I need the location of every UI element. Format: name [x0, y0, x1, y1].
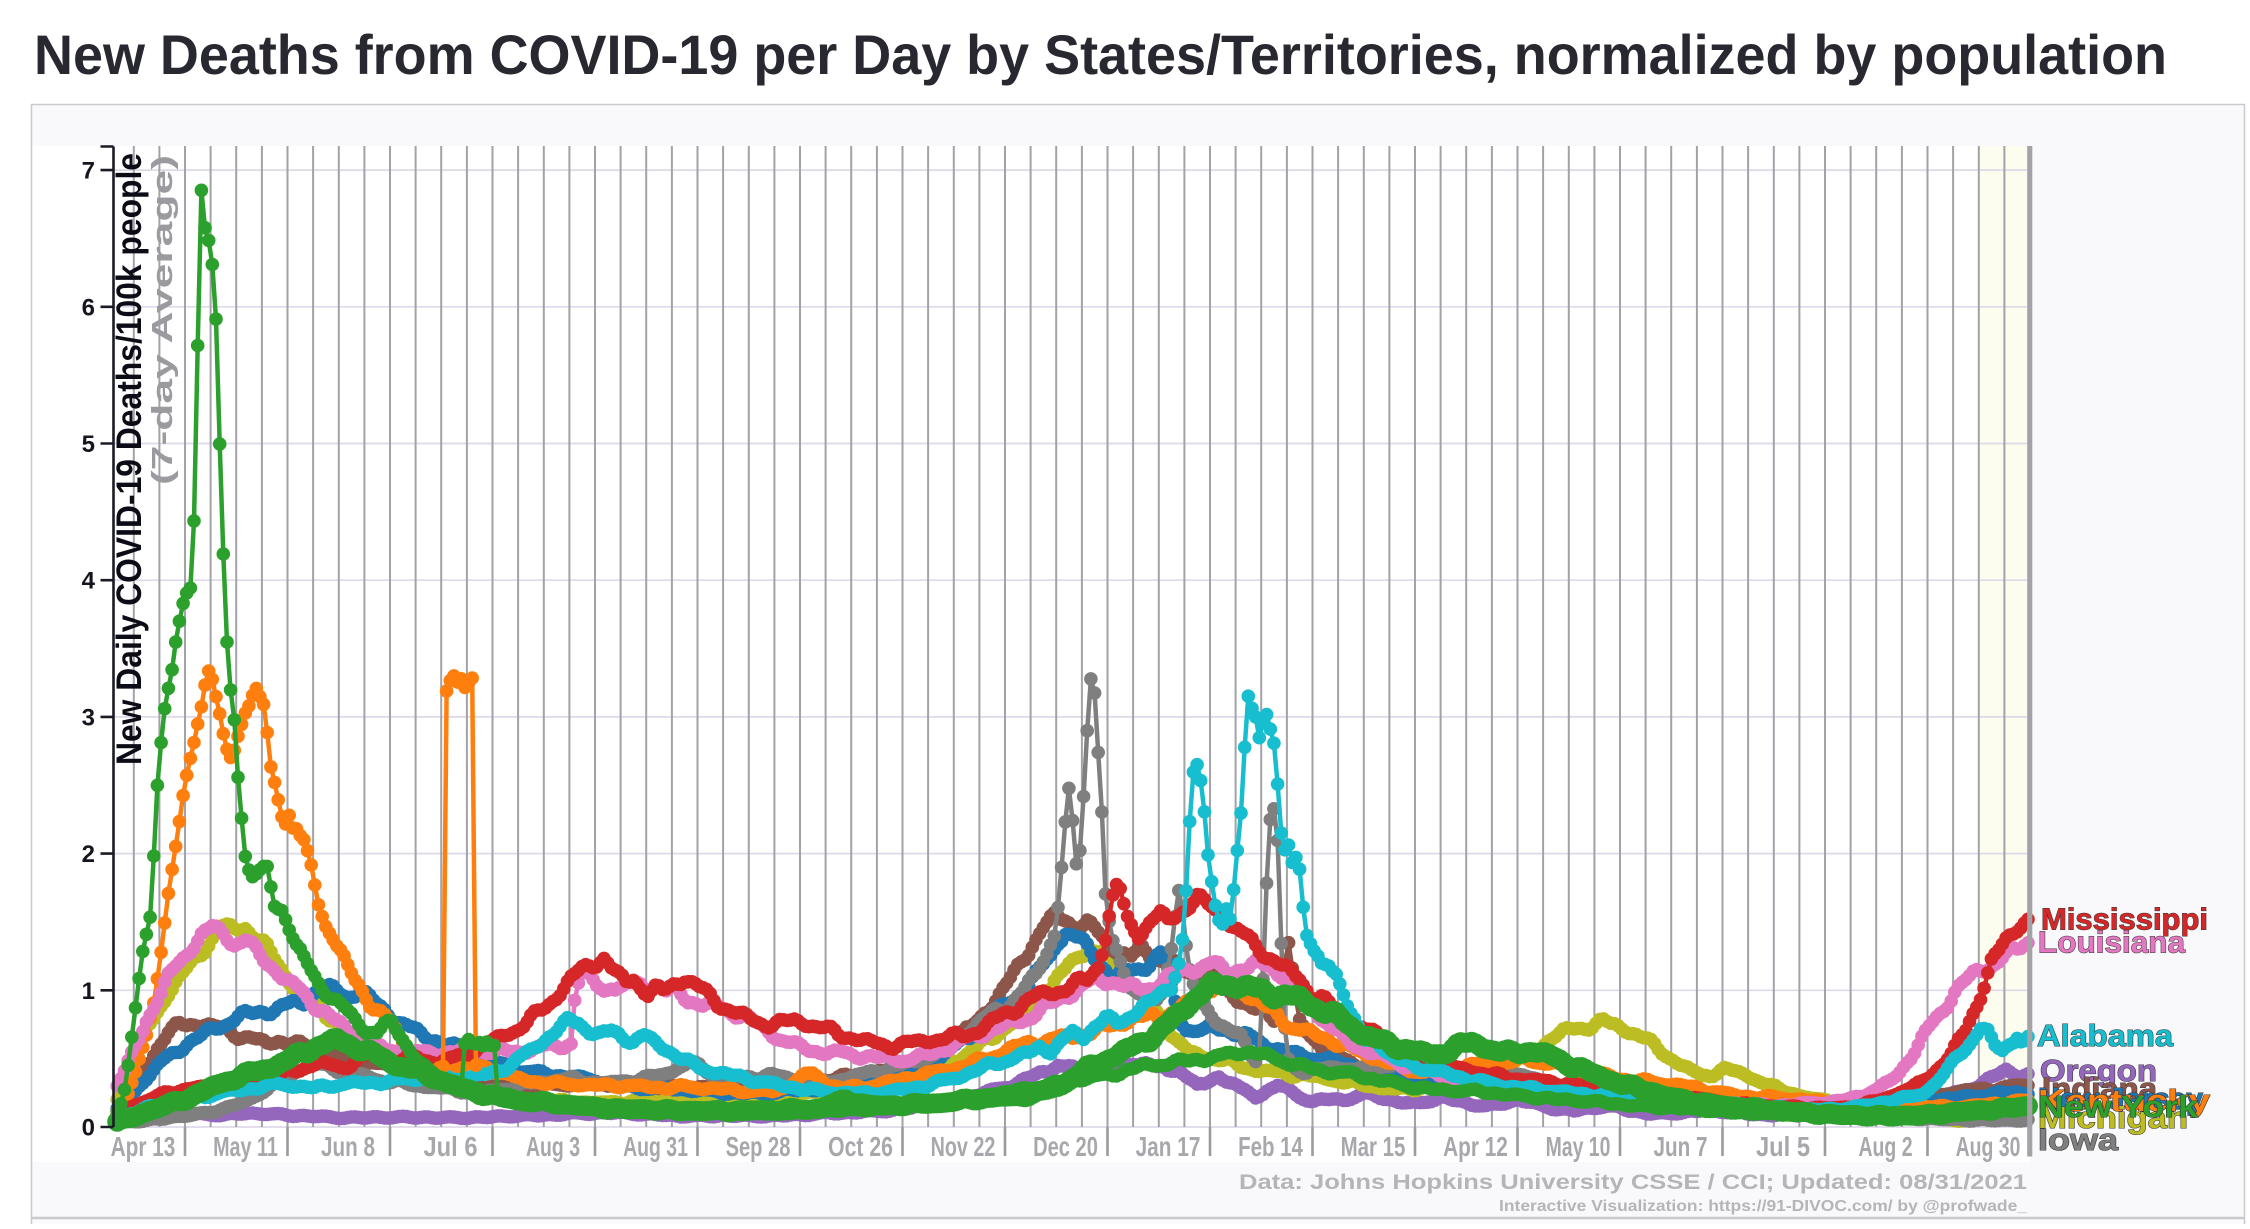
svg-text:Jun 8: Jun 8 [321, 1131, 375, 1162]
svg-text:Oregon: Oregon [2040, 1053, 2157, 1088]
svg-text:Alabama: Alabama [2037, 1018, 2174, 1053]
svg-text:New York: New York [2038, 1089, 2199, 1124]
svg-text:Data: Johns Hopkins University: Data: Johns Hopkins University CSSE / CC… [1239, 1170, 2027, 1194]
svg-text:Sep 28: Sep 28 [726, 1131, 791, 1162]
svg-text:Michigan: Michigan [2038, 1100, 2188, 1135]
svg-text:Jan 17: Jan 17 [1136, 1131, 1201, 1162]
svg-text:Jun 7: Jun 7 [1654, 1131, 1708, 1162]
svg-text:7: 7 [82, 158, 95, 185]
svg-text:Feb 14: Feb 14 [1238, 1131, 1303, 1162]
svg-text:May 11: May 11 [213, 1131, 278, 1162]
svg-text:6: 6 [82, 294, 95, 321]
svg-text:Aug 3: Aug 3 [526, 1131, 580, 1162]
svg-text:5: 5 [82, 431, 95, 458]
svg-text:(7-day Average): (7-day Average) [147, 155, 179, 485]
svg-text:New Deaths from COVID-19 per D: New Deaths from COVID-19 per Day by Stat… [34, 23, 2167, 86]
svg-text:2: 2 [82, 841, 95, 868]
svg-text:May 10: May 10 [1546, 1131, 1611, 1162]
svg-text:Indiana: Indiana [2042, 1071, 2158, 1106]
svg-text:Aug 2: Aug 2 [1859, 1131, 1913, 1162]
svg-text:Dec 20: Dec 20 [1033, 1131, 1098, 1162]
svg-text:Aug 31: Aug 31 [623, 1131, 688, 1162]
svg-text:Jul 6: Jul 6 [424, 1131, 478, 1162]
svg-text:1: 1 [82, 978, 95, 1005]
svg-text:Mississippi: Mississippi [2041, 902, 2208, 937]
svg-text:Oct 26: Oct 26 [828, 1131, 893, 1162]
svg-text:Nov 22: Nov 22 [931, 1131, 996, 1162]
svg-text:Kentucky: Kentucky [2038, 1083, 2211, 1118]
svg-text:Jul 5: Jul 5 [1756, 1131, 1810, 1162]
svg-text:Iowa: Iowa [2038, 1122, 2119, 1157]
svg-text:New Jersey: New Jersey [2038, 1081, 2204, 1116]
svg-text:Aug 30: Aug 30 [1956, 1131, 2021, 1162]
svg-text:Apr 12: Apr 12 [1443, 1131, 1508, 1162]
svg-text:Apr 13: Apr 13 [111, 1131, 176, 1162]
svg-text:Louisiana: Louisiana [2038, 925, 2186, 960]
svg-text:4: 4 [82, 568, 96, 595]
svg-text:New Daily COVID-19 Deaths/100k: New Daily COVID-19 Deaths/100k people [110, 153, 149, 765]
svg-text:Mar 15: Mar 15 [1341, 1131, 1406, 1162]
svg-text:3: 3 [82, 704, 95, 731]
svg-text:Interactive Visualization: htt: Interactive Visualization: https://91-DI… [1499, 1198, 2028, 1215]
svg-text:0: 0 [82, 1115, 95, 1142]
